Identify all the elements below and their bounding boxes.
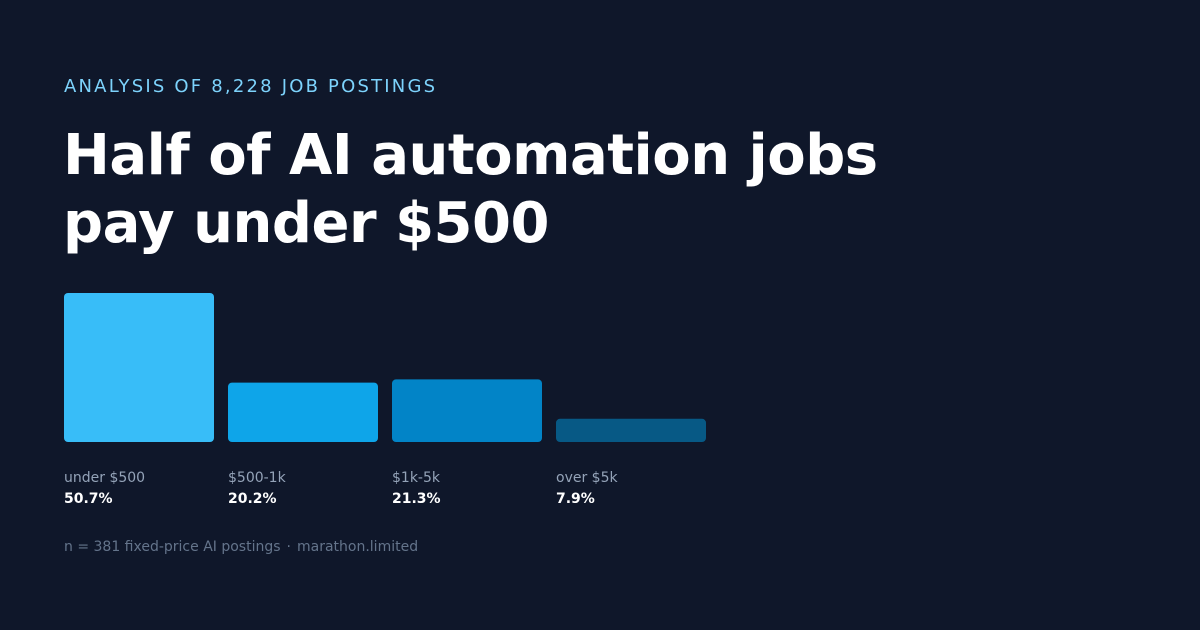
bar-0 <box>64 293 214 442</box>
kicker: ANALYSIS OF 8,228 JOB POSTINGS <box>64 76 438 97</box>
bar-1 <box>228 382 378 442</box>
footnote-separator: · <box>286 539 291 555</box>
footnote: n = 381 fixed-price AI postings · marathon… <box>64 539 418 555</box>
bar-2 <box>392 379 542 442</box>
category-label-2: $1k-5k <box>392 470 441 486</box>
sample-note: n = 381 fixed-price AI postings <box>64 539 281 555</box>
bar-3 <box>556 418 706 442</box>
category-label-1: $500-1k <box>228 470 287 486</box>
title-line-1: Half of AI automation jobs <box>63 123 878 188</box>
value-label-2: 21.3% <box>392 491 441 507</box>
category-label-3: over $5k <box>556 470 618 486</box>
title-line-2: pay under $500 <box>63 191 549 256</box>
page-title: Half of AI automation jobs pay under $50… <box>63 122 923 258</box>
value-label-1: 20.2% <box>228 491 277 507</box>
value-label-3: 7.9% <box>556 491 595 507</box>
category-label-0: under $500 <box>64 470 145 486</box>
source-label: marathon.limited <box>296 539 419 555</box>
value-label-0: 50.7% <box>64 491 113 507</box>
